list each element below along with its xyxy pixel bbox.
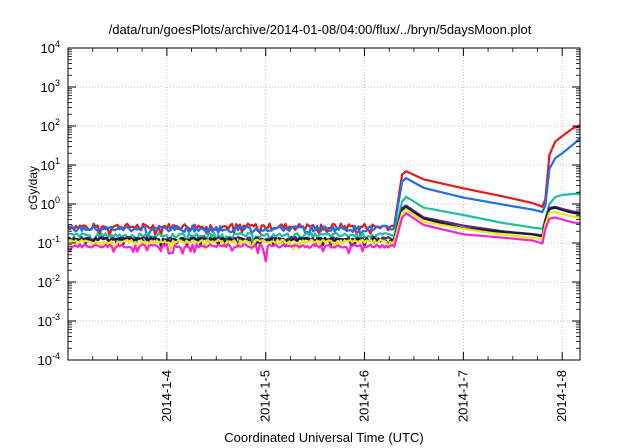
series-line-1 [67,124,581,237]
series-line-6 [67,208,581,251]
x-axis-label: Coordinated Universal Time (UTC) [224,430,424,445]
chart-title: /data/run/goesPlots/archive/2014-01-08/0… [108,22,532,37]
x-tick-label: 2014-1-6 [357,370,372,422]
grid [68,48,580,360]
x-tick-label: 2014-1-8 [554,370,569,422]
x-tick-label: 2014-1-7 [455,370,470,422]
y-tick-label: 10-3 [38,312,60,329]
y-tick-label: 10-1 [38,234,60,251]
x-tick-label: 2014-1-5 [258,370,273,422]
y-tick-label: 10-4 [38,351,60,368]
series-lines [67,124,581,263]
y-tick-label: 104 [41,39,60,56]
y-tick-label: 100 [41,195,60,212]
series-line-3 [67,192,581,245]
y-tick-label: 103 [41,78,60,95]
x-tick-label: 2014-1-4 [159,370,174,422]
y-tick-label: 10-2 [38,273,60,290]
x-axis-ticks: 2014-1-4 2014-1-5 2014-1-6 2014-1-7 2014-1-8 [92,48,569,422]
series-line-7 [67,212,581,263]
y-axis-ticks: 10-4 10-3 10-2 10-1 100 101 102 103 104 [38,39,580,368]
y-tick-label: 102 [41,117,60,134]
y-tick-label: 101 [41,156,60,173]
